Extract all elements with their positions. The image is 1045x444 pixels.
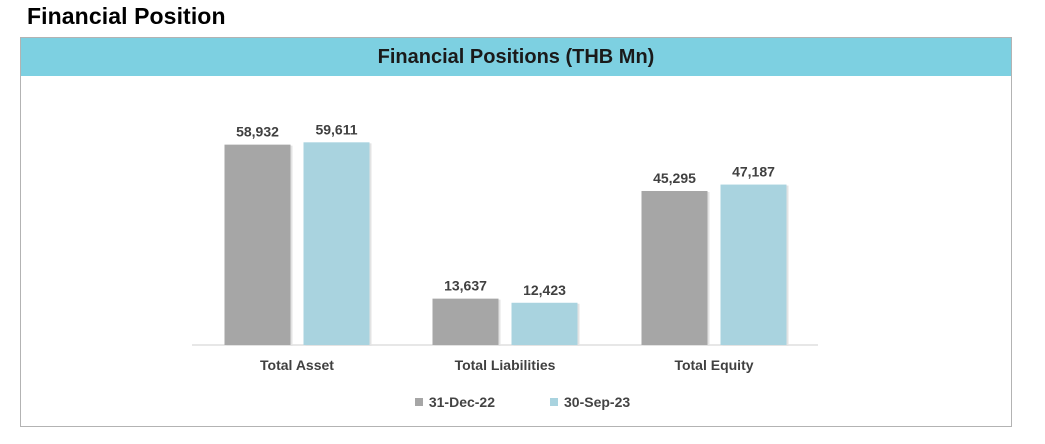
bar-series-2 — [720, 184, 787, 345]
bar-series-1 — [432, 298, 499, 345]
chart-panel: Financial Positions (THB Mn) — [20, 37, 1012, 427]
data-label-series-1: 45,295 — [653, 170, 696, 186]
legend-swatch-series-2 — [550, 398, 558, 406]
data-label-series-1: 58,932 — [236, 124, 279, 140]
bar-series-1 — [641, 190, 708, 345]
data-label-series-2: 59,611 — [315, 121, 357, 137]
data-label-series-2: 47,187 — [732, 164, 775, 180]
chart-legend: 31-Dec-22 30-Sep-23 — [0, 394, 1045, 410]
legend-swatch-series-1 — [414, 398, 423, 406]
legend-item-series-2: 30-Sep-23 — [550, 394, 630, 410]
bar-series-2 — [511, 302, 578, 345]
bar-series-2 — [303, 142, 370, 345]
chart-title: Financial Positions (THB Mn) — [21, 38, 1011, 76]
data-label-series-1: 13,637 — [444, 278, 487, 294]
category-label: Total Asset — [260, 357, 334, 373]
legend-label-series-1: 31-Dec-22 — [428, 394, 495, 410]
page-title: Financial Position — [27, 3, 226, 29]
bar-series-1 — [224, 144, 291, 345]
category-label: Total Equity — [674, 357, 753, 373]
legend-item-series-1: 31-Dec-22 — [414, 394, 495, 410]
category-label: Total Liabilities — [455, 357, 556, 373]
legend-label-series-2: 30-Sep-23 — [564, 394, 631, 410]
data-label-series-2: 12,423 — [523, 282, 566, 298]
